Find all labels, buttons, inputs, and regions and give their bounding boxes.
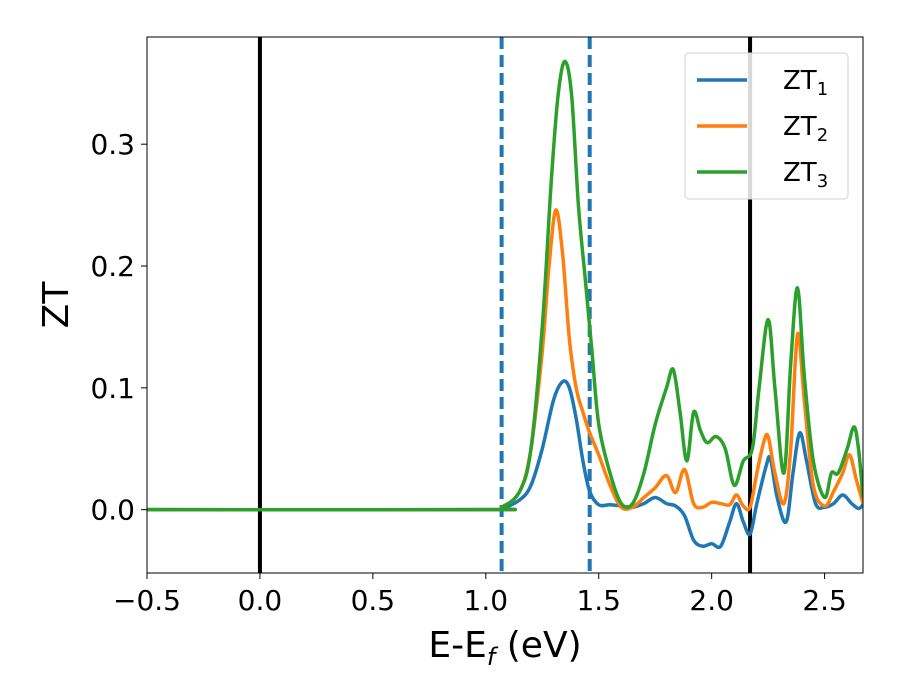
x-tick-label: 2.5 <box>802 584 847 617</box>
x-axis: −0.5 0.0 0.5 1.0 1.5 2.0 2.5 <box>113 573 847 617</box>
x-axis-label: E-Ef (eV) <box>428 625 581 671</box>
legend: ZT1 ZT2 ZT3 <box>684 52 849 200</box>
x-tick-label: 0.0 <box>238 584 283 617</box>
legend-label-zt1: ZT1 <box>783 66 828 100</box>
y-tick-label: 0.0 <box>90 494 135 527</box>
legend-label-zt2: ZT2 <box>783 112 828 146</box>
y-axis: 0.0 0.1 0.2 0.3 <box>90 128 147 527</box>
x-axis-label-unit: (eV) <box>495 625 581 666</box>
series-line-zt3 <box>147 59 863 512</box>
x-tick-label: 2.0 <box>689 584 734 617</box>
legend-box <box>684 52 849 200</box>
y-axis-label: ZT <box>36 281 77 329</box>
x-tick-label: 0.5 <box>351 584 396 617</box>
x-tick-label: −0.5 <box>113 584 181 617</box>
plot-frame <box>146 36 864 574</box>
x-tick-label: 1.0 <box>464 584 509 617</box>
x-axis-label-main: E-E <box>428 625 486 666</box>
series-line-zt1 <box>147 379 863 550</box>
y-tick-label: 0.3 <box>90 128 135 161</box>
x-tick-label: 1.5 <box>576 584 621 617</box>
series-line-zt2 <box>147 208 863 512</box>
y-tick-label: 0.2 <box>90 250 135 283</box>
series-lines <box>147 59 863 550</box>
y-tick-label: 0.1 <box>90 372 135 405</box>
legend-label-zt3: ZT3 <box>783 158 828 192</box>
